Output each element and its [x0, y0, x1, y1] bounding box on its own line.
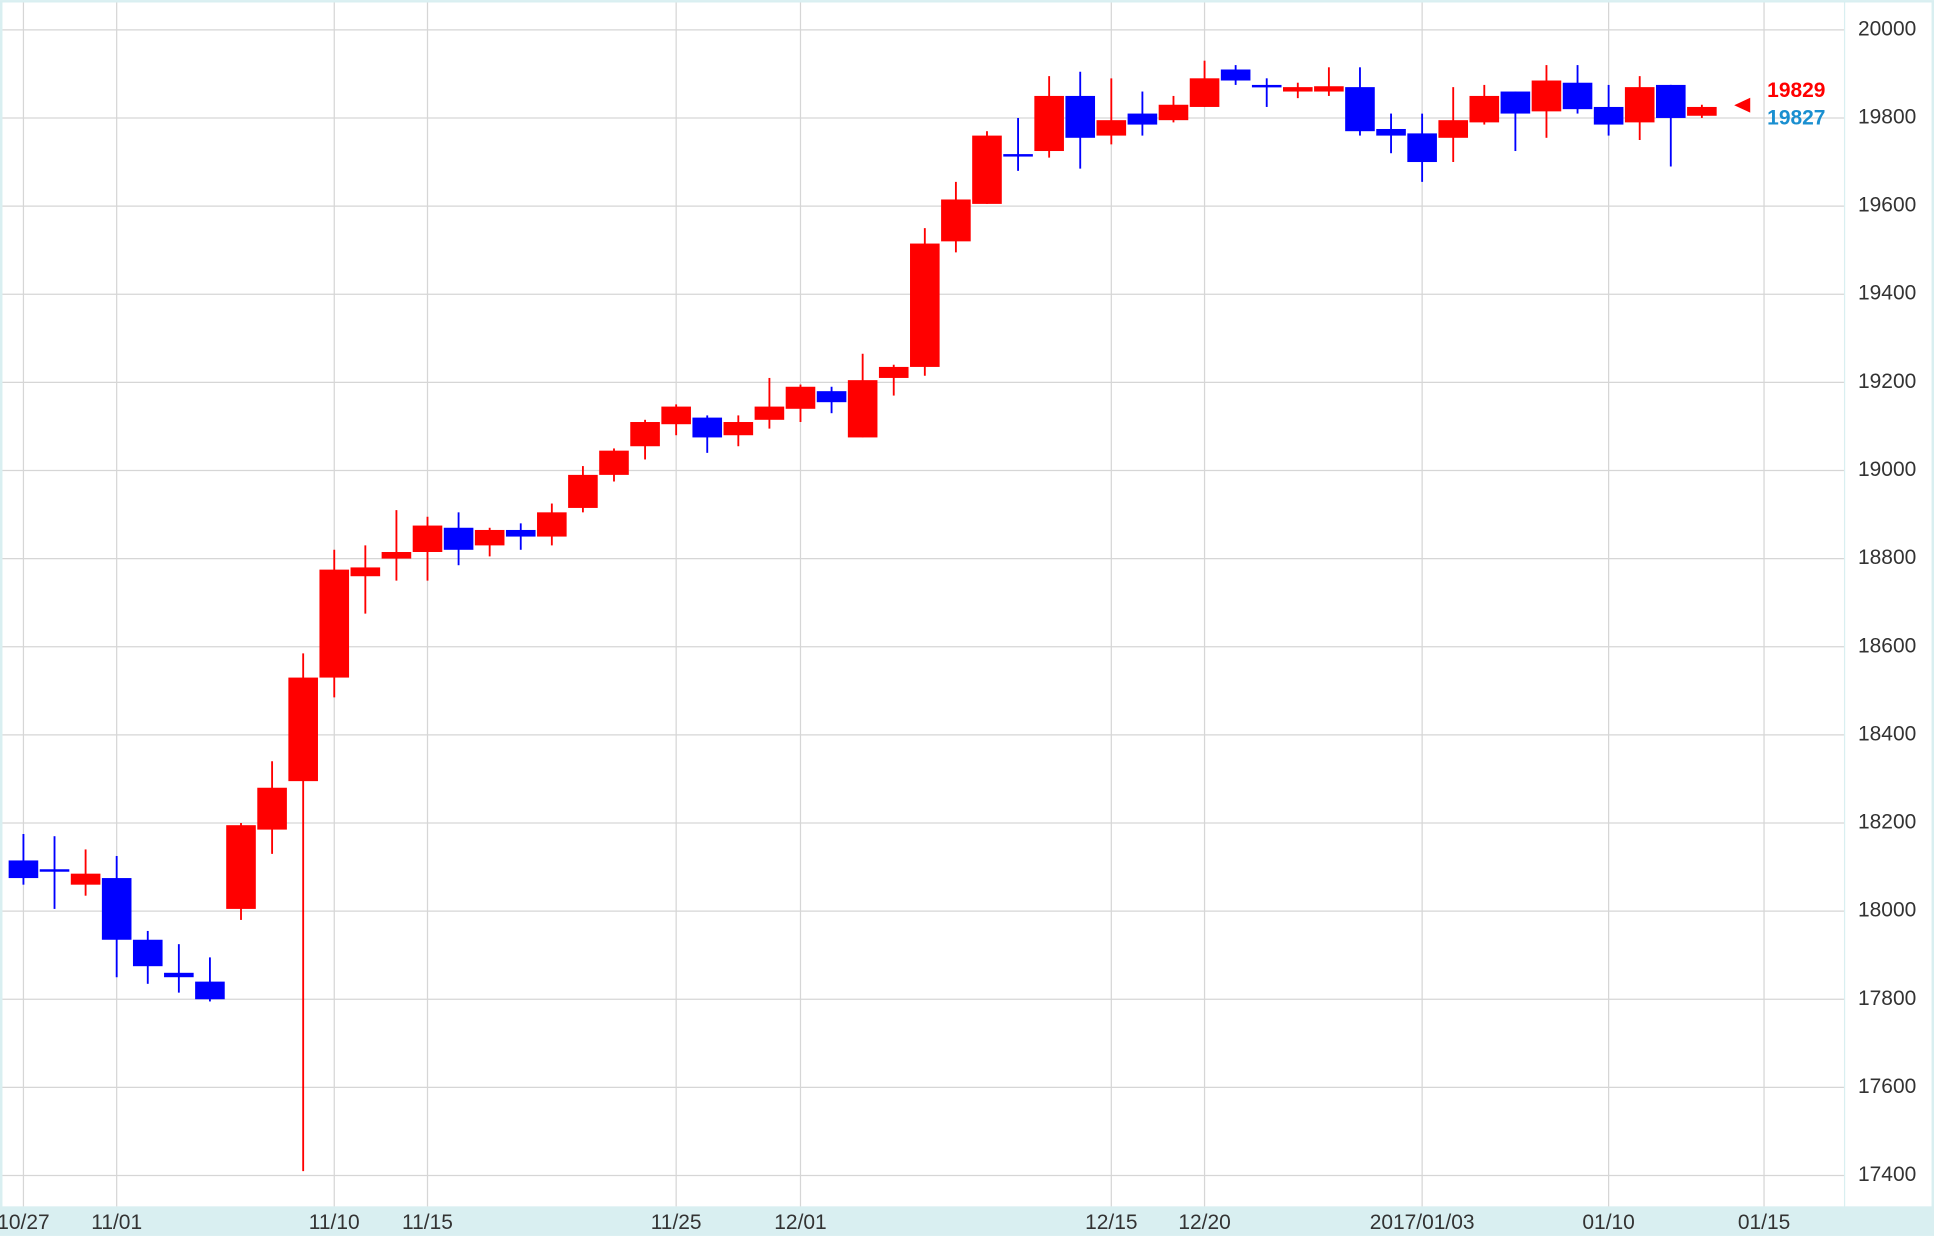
x-tick-label: 11/01	[91, 1211, 142, 1234]
y-tick-label: 20000	[1858, 17, 1916, 40]
x-tick-label: 01/10	[1582, 1211, 1634, 1234]
candle-body	[1438, 120, 1469, 138]
y-tick-label: 18800	[1858, 546, 1916, 569]
candle-body	[1562, 82, 1593, 110]
candle-body	[350, 567, 381, 577]
candle-body	[164, 972, 194, 978]
candle-body	[661, 406, 691, 425]
y-tick-label: 18000	[1858, 899, 1916, 922]
candle-body	[1283, 87, 1313, 92]
candle-body	[723, 422, 754, 436]
candle-body	[1065, 95, 1096, 138]
x-tick-label: 11/25	[651, 1211, 702, 1234]
candle-body	[8, 860, 39, 879]
candle-body	[1158, 104, 1189, 121]
price-pointer	[1734, 97, 1751, 113]
plot-area	[2, 2, 1844, 1207]
y-tick-label: 17800	[1858, 987, 1916, 1010]
y-tick-label: 17400	[1858, 1163, 1916, 1186]
candle-body	[70, 873, 101, 885]
candle-body	[1345, 87, 1375, 132]
x-tick-label: 12/15	[1085, 1211, 1137, 1234]
y-tick-label: 18400	[1858, 722, 1916, 745]
x-tick-label: 12/01	[774, 1211, 826, 1234]
x-tick-label: 11/15	[402, 1211, 453, 1234]
candle-body	[132, 939, 163, 967]
x-tick-label: 01/15	[1738, 1211, 1790, 1234]
candle-body	[1655, 84, 1686, 118]
candle-body	[39, 869, 70, 872]
x-tick-label: 10/27	[0, 1211, 50, 1234]
candle-body	[630, 422, 660, 447]
price-label: 19829	[1767, 79, 1825, 102]
candle-body	[1220, 69, 1251, 81]
candle-body	[505, 529, 536, 537]
candle-body	[1034, 95, 1064, 152]
candle-body	[1189, 78, 1220, 107]
y-tick-label: 19000	[1858, 458, 1916, 481]
candle-body	[910, 243, 940, 367]
candle-body	[288, 677, 318, 782]
candle-body	[1593, 106, 1624, 125]
candle-body	[599, 450, 629, 475]
y-tick-label: 18200	[1858, 811, 1916, 834]
x-tick-label: 2017/01/03	[1370, 1211, 1475, 1234]
candle-body	[412, 525, 443, 552]
y-tick-label: 19600	[1858, 194, 1916, 217]
candle-body	[878, 366, 909, 378]
candle-body	[941, 199, 971, 242]
candle-body	[1531, 80, 1562, 112]
candle-body	[1469, 95, 1500, 123]
axis-area	[1845, 2, 1932, 1207]
candle-body	[319, 569, 350, 678]
candle-body	[692, 417, 723, 438]
candle-body	[1687, 106, 1717, 116]
candle-body	[1251, 84, 1282, 88]
candle-body	[1314, 86, 1344, 92]
candle-body	[1376, 128, 1406, 136]
candle-body	[816, 391, 847, 403]
candle-body	[1127, 113, 1158, 125]
candle-body	[443, 527, 474, 550]
candle-body	[1096, 120, 1127, 136]
candle-body	[1624, 87, 1655, 123]
candle-body	[226, 825, 256, 909]
candle-body	[537, 512, 567, 537]
candle-body	[847, 380, 878, 438]
y-tick-label: 17600	[1858, 1075, 1916, 1098]
candle-body	[101, 878, 132, 940]
candle-body	[972, 135, 1002, 204]
price-label: 19827	[1767, 106, 1825, 129]
candle-body	[785, 386, 816, 409]
candle-body	[1500, 91, 1531, 114]
candle-body	[381, 551, 412, 559]
candle-body	[257, 787, 287, 830]
y-tick-label: 19200	[1858, 370, 1916, 393]
x-tick-label: 12/20	[1178, 1211, 1230, 1234]
candle-body	[1003, 154, 1033, 157]
candle-body	[195, 981, 225, 1000]
candle-body	[568, 474, 598, 508]
candle-body	[1407, 133, 1437, 163]
candle-body	[474, 529, 505, 546]
x-tick-label: 11/10	[309, 1211, 360, 1234]
candle-body	[754, 406, 785, 420]
y-tick-label: 19400	[1858, 282, 1916, 305]
y-tick-label: 18600	[1858, 634, 1916, 657]
y-tick-label: 19800	[1858, 106, 1916, 129]
